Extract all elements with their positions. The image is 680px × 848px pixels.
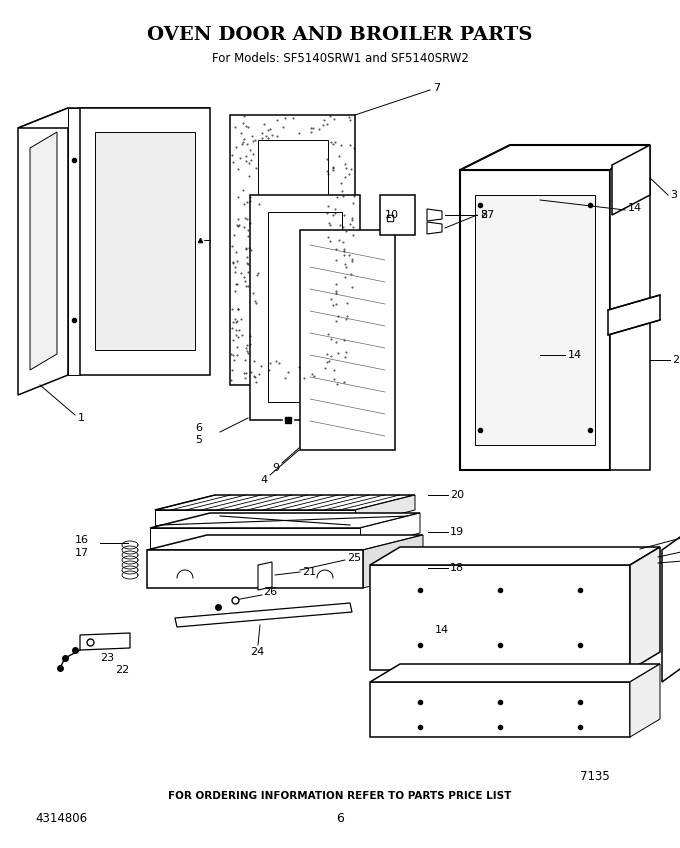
Text: 6: 6 [195,423,202,433]
Text: 9: 9 [272,463,279,473]
Polygon shape [363,535,423,588]
Polygon shape [95,132,195,350]
Polygon shape [80,633,130,650]
Text: 1: 1 [78,413,85,423]
Polygon shape [612,145,650,215]
Text: For Models: SF5140SRW1 and SF5140SRW2: For Models: SF5140SRW1 and SF5140SRW2 [211,52,469,64]
Polygon shape [300,230,395,450]
Text: 16: 16 [75,535,89,545]
Polygon shape [370,547,660,565]
Polygon shape [427,222,442,234]
Text: 5: 5 [195,435,202,445]
Polygon shape [258,562,272,590]
Text: 8: 8 [480,210,487,220]
Text: 19: 19 [450,527,464,537]
Polygon shape [80,108,210,375]
Text: 3: 3 [670,190,677,200]
Polygon shape [175,603,352,627]
Text: 23: 23 [100,653,114,663]
Polygon shape [147,550,363,588]
Polygon shape [147,535,423,550]
Polygon shape [155,495,415,510]
Text: 7135: 7135 [580,769,610,783]
Polygon shape [630,664,660,737]
Text: 14: 14 [568,350,582,360]
Polygon shape [630,547,660,670]
Text: 25: 25 [347,553,361,563]
Text: FOR ORDERING INFORMATION REFER TO PARTS PRICE LIST: FOR ORDERING INFORMATION REFER TO PARTS … [169,791,511,801]
Text: 22: 22 [115,665,129,675]
Polygon shape [370,565,630,670]
Text: 20: 20 [450,490,464,500]
Polygon shape [230,115,355,385]
Text: 7: 7 [433,83,440,93]
Text: 18: 18 [450,563,464,573]
Polygon shape [608,295,660,335]
Polygon shape [355,495,415,525]
Polygon shape [380,195,415,235]
Polygon shape [662,532,680,682]
Polygon shape [155,510,355,525]
Polygon shape [475,195,595,445]
Text: OVEN DOOR AND BROILER PARTS: OVEN DOOR AND BROILER PARTS [148,26,532,44]
Text: 27: 27 [480,210,494,220]
Polygon shape [360,513,420,548]
Text: 4314806: 4314806 [35,812,87,824]
Polygon shape [427,209,442,221]
Polygon shape [460,170,610,470]
Text: 10: 10 [385,210,399,220]
Text: 2: 2 [672,355,679,365]
Polygon shape [258,140,328,360]
Text: 6: 6 [336,812,344,824]
Polygon shape [460,145,650,170]
Polygon shape [18,108,68,395]
Polygon shape [268,212,342,402]
Polygon shape [250,195,360,420]
Text: 14: 14 [628,203,642,213]
Text: 24: 24 [250,647,265,657]
Text: 26: 26 [263,587,277,597]
Polygon shape [68,108,80,375]
Text: 14: 14 [435,625,449,635]
Polygon shape [370,682,630,737]
Polygon shape [610,145,650,470]
Polygon shape [18,108,210,128]
Polygon shape [150,513,420,528]
Polygon shape [30,132,57,370]
Text: 17: 17 [75,548,89,558]
Text: 21: 21 [302,567,316,577]
Polygon shape [370,664,660,682]
Text: 4: 4 [260,475,267,485]
Polygon shape [150,528,360,548]
